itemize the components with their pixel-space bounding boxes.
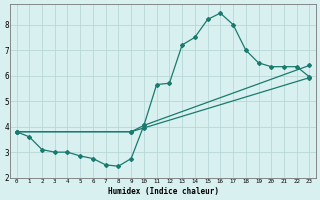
X-axis label: Humidex (Indice chaleur): Humidex (Indice chaleur): [108, 187, 219, 196]
